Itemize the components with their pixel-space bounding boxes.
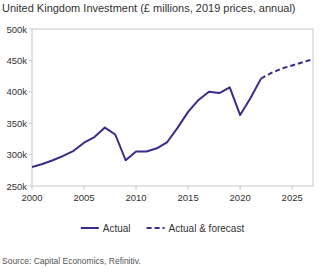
y-tick (29, 123, 32, 124)
legend-label: Actual & forecast (169, 223, 245, 234)
series-line (32, 79, 261, 168)
x-tick-label: 2015 (178, 192, 199, 203)
y-tick-label: 350k (6, 118, 27, 129)
x-tick-label: 2000 (21, 192, 42, 203)
x-tick-label: 2020 (230, 192, 251, 203)
y-tick (29, 60, 32, 61)
legend-swatch (81, 227, 99, 229)
x-tick (240, 186, 241, 190)
y-tick (29, 29, 32, 30)
title: United Kingdom Investment (£ millions, 2… (2, 2, 295, 14)
x-tick-label: 2025 (282, 192, 303, 203)
x-tick-label: 2005 (73, 192, 94, 203)
x-tick (188, 186, 189, 190)
legend: Actual Actual & forecast (81, 223, 245, 234)
plot-area (32, 59, 313, 167)
y-tick-label: 500k (6, 24, 27, 35)
source: Source: Capital Economics, Refinitiv. (2, 256, 141, 266)
plot-frame (32, 29, 313, 186)
y-tick (29, 91, 32, 92)
x-tick-label: 2010 (126, 192, 147, 203)
y-tick-label: 450k (6, 55, 27, 66)
series-line (261, 59, 313, 78)
x-tick (32, 186, 33, 190)
legend-label: Actual (103, 223, 131, 234)
y-tick-label: 400k (6, 86, 27, 97)
chart: United Kingdom Investment (£ millions, 2… (0, 0, 325, 273)
x-tick (136, 186, 137, 190)
x-tick (84, 186, 85, 190)
y-tick (29, 154, 32, 155)
y-tick-label: 250k (6, 181, 27, 192)
x-tick (292, 186, 293, 190)
y-tick-label: 300k (6, 149, 27, 160)
legend-swatch (147, 227, 165, 229)
